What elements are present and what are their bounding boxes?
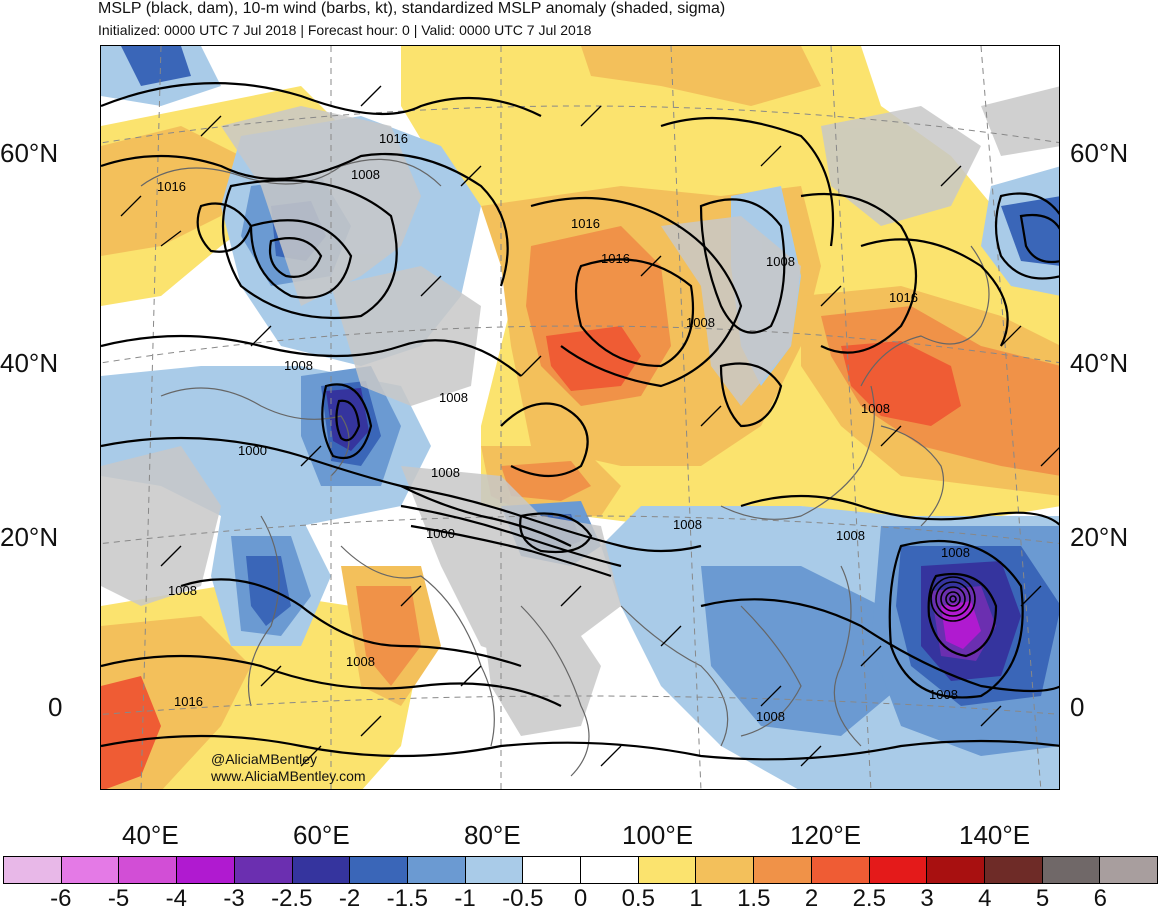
contour-label: 1008 — [673, 517, 702, 532]
weather-map: 1016 1008 1016 1016 1008 1016 1008 1008 … — [101, 46, 1059, 789]
colorbar-swatch — [407, 857, 466, 883]
contour-label: 1008 — [766, 254, 795, 269]
contour-label: 1008 — [836, 528, 865, 543]
contour-label: 1008 — [439, 390, 468, 405]
colorbar-tick-label: 1.5 — [737, 885, 771, 912]
typhoon-center — [930, 576, 976, 622]
colorbar-swatch — [177, 857, 235, 883]
gray-regions — [101, 86, 1059, 736]
lon-label: 40°E — [122, 820, 179, 850]
colorbar-tick-label: -3 — [223, 885, 245, 912]
colorbar-swatch — [984, 857, 1043, 883]
graticule — [101, 46, 1059, 789]
lon-label: 60°E — [293, 820, 350, 850]
contour-labels: 1016 1008 1016 1016 1008 1016 1008 1008 … — [157, 131, 970, 724]
colorbar-swatch — [1100, 857, 1158, 883]
contour-label: 1016 — [174, 694, 203, 709]
colorbar-swatch — [696, 857, 755, 883]
colorbar-tick-label: 2 — [804, 885, 819, 912]
colorbar-swatch — [4, 857, 62, 883]
colorbar-swatch — [234, 857, 293, 883]
colorbar-swatch — [581, 857, 639, 883]
colorbar-tick-label: 0 — [573, 885, 588, 912]
colorbar-tick-label: 0.5 — [621, 885, 655, 912]
colorbar-swatch — [1042, 857, 1101, 883]
colorbar-tick-label: -2 — [338, 885, 361, 912]
colorbar-swatch — [869, 857, 928, 883]
colorbar-swatch — [523, 857, 582, 883]
lat-label-right: 0 — [1070, 692, 1085, 722]
coastlines — [140, 158, 990, 777]
colorbar-tick-label: -1 — [454, 885, 476, 912]
lat-label-left: 40°N — [0, 348, 59, 378]
lon-label: 120°E — [790, 820, 862, 850]
colorbar-swatch — [350, 857, 408, 883]
contour-label: 1016 — [379, 131, 408, 146]
colorbar-tick-label: -4 — [165, 885, 187, 912]
colorbar-swatch — [119, 857, 178, 883]
colorbar-tick-label: -6 — [50, 885, 72, 912]
contour-label: 1008 — [756, 709, 785, 724]
contour-label: 1008 — [284, 358, 313, 373]
colorbar-swatch — [292, 857, 351, 883]
contour-label: 1008 — [686, 315, 715, 330]
colorbar — [3, 856, 1158, 884]
contour-label: 1008 — [929, 687, 958, 702]
colorbar-swatch — [811, 857, 870, 883]
colorbar-swatch — [754, 857, 812, 883]
lat-label-left: 20°N — [0, 522, 59, 552]
colorbar-tick-label: -2.5 — [271, 885, 313, 912]
contour-label: 1008 — [431, 465, 460, 480]
lat-label-left: 60°N — [0, 138, 59, 168]
contour-label: 1016 — [889, 290, 918, 305]
lat-label-right: 20°N — [1070, 522, 1129, 552]
credit-site: www.AliciaMBentley.com — [211, 768, 366, 784]
colorbar-swatch — [638, 857, 697, 883]
contour-label: 1008 — [861, 401, 890, 416]
colorbar-swatch — [465, 857, 524, 883]
isobars — [101, 82, 1059, 761]
lat-label-right: 40°N — [1070, 348, 1129, 378]
colorbar-tick-label: 2.5 — [852, 885, 886, 912]
lon-label: 80°E — [464, 820, 521, 850]
colorbar-tick-label: -5 — [107, 885, 130, 912]
colorbar-tick-label: 5 — [1035, 885, 1050, 912]
contour-label: 1000 — [426, 526, 455, 541]
lat-label-right: 60°N — [1070, 138, 1129, 168]
map-subtitle: Initialized: 0000 UTC 7 Jul 2018 | Forec… — [98, 22, 592, 38]
credit-handle: @AliciaMBentley — [211, 751, 318, 767]
colorbar-tick-label: -0.5 — [502, 885, 544, 912]
colorbar-tick-label: 3 — [920, 885, 934, 912]
contour-label: 1008 — [351, 167, 380, 182]
lon-label: 100°E — [622, 820, 694, 850]
colorbar-tick-label: 4 — [978, 885, 992, 912]
map-title: MSLP (black, dam), 10-m wind (barbs, kt)… — [98, 0, 726, 17]
wind-barbs — [120, 85, 1059, 767]
colorbar-tick-label: -1.5 — [386, 885, 428, 912]
contour-label: 1016 — [571, 216, 600, 231]
contour-label: 1008 — [941, 545, 970, 560]
colorbar-swatch — [61, 857, 120, 883]
colorbar-swatch — [927, 857, 985, 883]
lon-label: 140°E — [959, 820, 1031, 850]
colorbar-tick-label: 6 — [1093, 885, 1107, 912]
colorbar-tick-label: 1 — [689, 885, 703, 912]
contour-label: 1008 — [168, 583, 197, 598]
contour-label: 1008 — [346, 654, 375, 669]
contour-label: 1016 — [157, 179, 186, 194]
lat-label-left: 0 — [48, 692, 63, 722]
contour-label: 1000 — [238, 443, 267, 458]
contour-label: 1016 — [601, 251, 630, 266]
map-panel: 1016 1008 1016 1016 1008 1016 1008 1008 … — [100, 45, 1060, 790]
